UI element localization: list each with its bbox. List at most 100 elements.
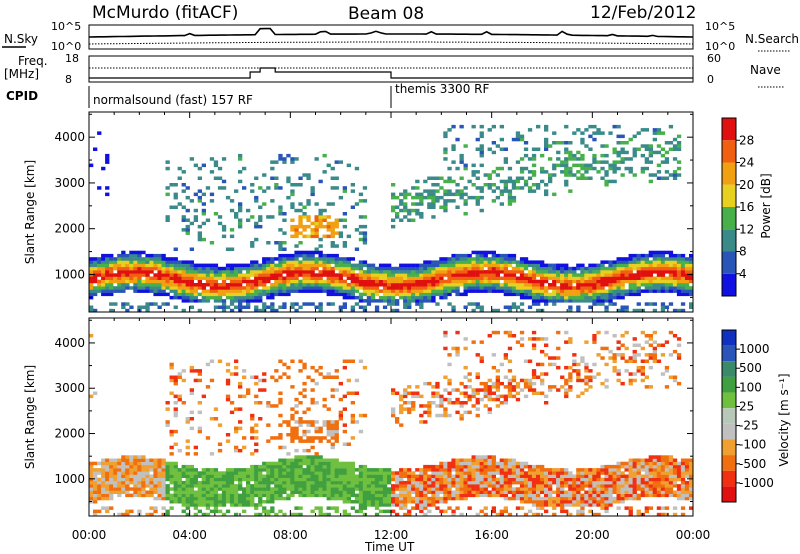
- heatmap-cell: [113, 477, 118, 482]
- heatmap-cell: [447, 401, 452, 405]
- heatmap-cell: [463, 484, 468, 488]
- heatmap-cell: [209, 170, 215, 174]
- heatmap-cell: [403, 279, 408, 284]
- heatmap-cell: [580, 266, 585, 271]
- heatmap-cell: [310, 445, 315, 450]
- heatmap-cell: [278, 477, 283, 482]
- heatmap-cell: [552, 480, 557, 485]
- heatmap-cell: [411, 218, 416, 222]
- heatmap-cell: [479, 150, 484, 155]
- heatmap-cell: [286, 375, 291, 379]
- heatmap-cell: [471, 493, 476, 498]
- heatmap-cell: [270, 270, 275, 274]
- heatmap-cell: [544, 471, 549, 475]
- heatmap-cell: [129, 286, 134, 290]
- heatmap-cell: [290, 474, 295, 478]
- heatmap-cell: [467, 270, 472, 274]
- heatmap-cell: [483, 253, 488, 258]
- heatmap-cell: [326, 429, 331, 434]
- heatmap-cell: [270, 257, 275, 261]
- heatmap-cell: [503, 253, 508, 258]
- heatmap-cell: [282, 241, 287, 245]
- heatmap-cell: [374, 270, 380, 274]
- heatmap-cell: [479, 340, 484, 344]
- heatmap-cell: [451, 286, 456, 290]
- heatmap-cell: [266, 477, 271, 482]
- heatmap-cell: [431, 464, 436, 469]
- heatmap-cell: [290, 484, 295, 488]
- heatmap-cell: [523, 394, 529, 399]
- heatmap-cell: [185, 500, 190, 504]
- heatmap-cell: [185, 231, 190, 235]
- heatmap-cell: [403, 292, 408, 297]
- heatmap-cell: [483, 263, 488, 268]
- heatmap-cell: [491, 330, 496, 335]
- heatmap-cell: [129, 253, 134, 258]
- heatmap-cell: [399, 410, 404, 415]
- heatmap-cell: [342, 464, 347, 469]
- heatmap-cell: [407, 512, 412, 517]
- heatmap-cell: [209, 503, 215, 507]
- heatmap-cell: [117, 257, 122, 261]
- heatmap-cell: [314, 250, 319, 255]
- heatmap-cell: [580, 356, 585, 360]
- heatmap-cell: [213, 286, 219, 290]
- heatmap-cell: [411, 484, 416, 488]
- heatmap-cell: [411, 407, 416, 411]
- heatmap-cell: [608, 163, 613, 168]
- heatmap-cell: [672, 144, 678, 148]
- heatmap-cell: [89, 163, 94, 168]
- heatmap-cell: [306, 448, 311, 453]
- heatmap-cell: [298, 289, 303, 293]
- heatmap-cell: [499, 257, 504, 261]
- heatmap-cell: [274, 283, 279, 287]
- heatmap-cell: [531, 153, 537, 158]
- heatmap-cell: [648, 150, 653, 155]
- heatmap-cell: [668, 173, 674, 177]
- heatmap-cell: [221, 157, 227, 161]
- heatmap-cell: [173, 490, 178, 494]
- heatmap-cell: [350, 506, 355, 510]
- heatmap-cell: [411, 279, 416, 284]
- heatmap-cell: [109, 253, 114, 258]
- heatmap-cell: [648, 263, 653, 268]
- heatmap-cell: [515, 391, 521, 395]
- heatmap-cell: [250, 477, 255, 482]
- heatmap-cell: [399, 273, 404, 277]
- heatmap-cell: [467, 283, 472, 287]
- heatmap-cell: [209, 484, 215, 488]
- heatmap-cell: [544, 170, 549, 174]
- heatmap-cell: [568, 480, 573, 485]
- heatmap-cell: [274, 276, 279, 280]
- heatmap-cell: [270, 506, 275, 510]
- heatmap-cell: [419, 496, 424, 501]
- heatmap-cell: [568, 279, 573, 284]
- heatmap-cell: [93, 266, 98, 271]
- heatmap-cell: [382, 468, 388, 472]
- heatmap-cell: [395, 286, 400, 290]
- heatmap-cell: [560, 493, 565, 498]
- heatmap-cell: [459, 471, 464, 475]
- heatmap-cell: [487, 455, 492, 459]
- heatmap-cell: [354, 496, 360, 501]
- heatmap-cell: [479, 458, 484, 462]
- heatmap-cell: [105, 292, 110, 297]
- heatmap-cell: [314, 215, 319, 219]
- heatmap-cell: [628, 279, 633, 284]
- heatmap-cell: [262, 189, 267, 193]
- heatmap-cell: [306, 458, 311, 462]
- heatmap-cell: [109, 257, 114, 261]
- heatmap-cell: [636, 147, 641, 151]
- heatmap-cell: [382, 500, 388, 504]
- heatmap-cell: [89, 292, 94, 297]
- heatmap-cell: [153, 461, 158, 466]
- heatmap-cell: [483, 490, 488, 494]
- heatmap-cell: [576, 266, 581, 271]
- heatmap-cell: [548, 273, 553, 277]
- heatmap-cell: [584, 273, 589, 277]
- heatmap-cell: [463, 144, 468, 148]
- heatmap-cell: [531, 500, 537, 504]
- heatmap-cell: [201, 221, 206, 226]
- heatmap-cell: [278, 205, 283, 209]
- heatmap-cell: [423, 266, 428, 271]
